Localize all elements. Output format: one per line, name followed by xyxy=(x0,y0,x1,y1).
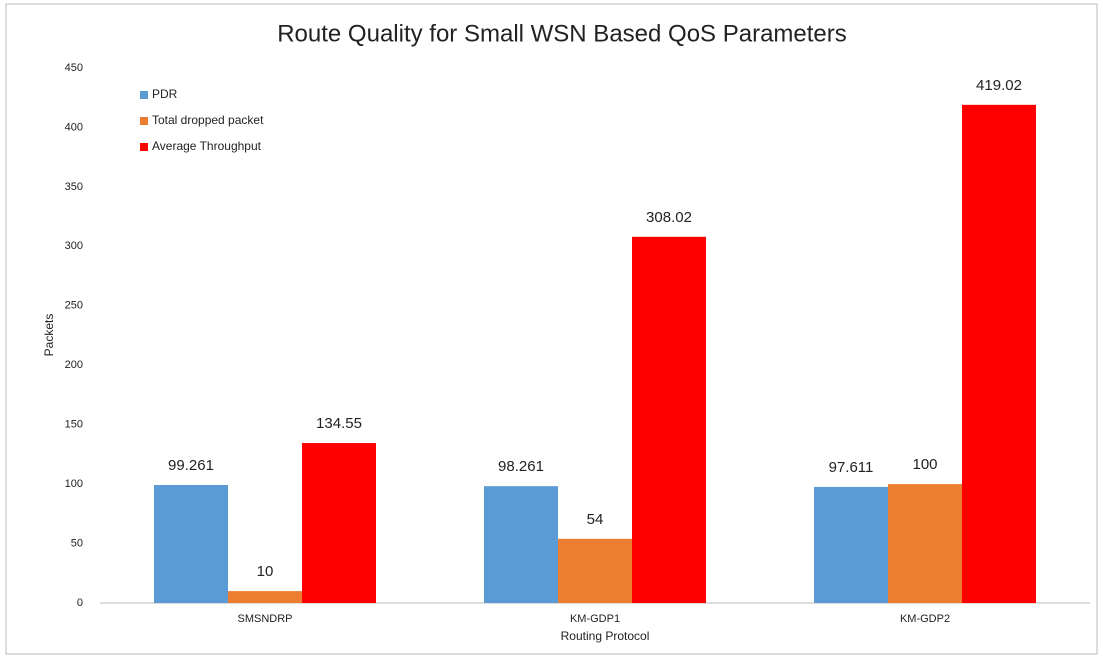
legend-swatch xyxy=(140,91,148,99)
x-tick-label: KM-GDP1 xyxy=(570,613,620,625)
legend-swatch xyxy=(140,117,148,125)
data-label: 10 xyxy=(257,563,274,580)
y-axis-label: Packets xyxy=(42,314,56,357)
chart-border xyxy=(5,3,1098,655)
data-label: 98.261 xyxy=(498,458,544,475)
data-label: 97.611 xyxy=(829,459,874,476)
bar xyxy=(228,591,302,603)
data-label: 419.02 xyxy=(976,77,1022,94)
x-tick-label: KM-GDP2 xyxy=(900,613,950,625)
bar xyxy=(484,486,558,603)
y-tick-label: 350 xyxy=(65,181,83,193)
y-tick-label: 150 xyxy=(65,419,83,431)
bar xyxy=(962,104,1036,603)
bar xyxy=(814,486,888,603)
bar xyxy=(888,484,962,603)
data-label: 100 xyxy=(912,456,937,473)
legend-swatch xyxy=(140,143,148,151)
y-tick-label: 200 xyxy=(65,359,83,371)
legend-label: Total dropped packet xyxy=(152,113,264,127)
data-label: 308.02 xyxy=(646,209,692,226)
bar xyxy=(558,538,632,603)
y-tick-label: 50 xyxy=(71,537,83,549)
y-tick-label: 300 xyxy=(65,240,83,252)
data-label: 54 xyxy=(587,511,604,528)
data-label: 134.55 xyxy=(316,415,362,432)
legend-label: Average Throughput xyxy=(152,139,262,153)
legend-label: PDR xyxy=(152,87,178,101)
y-tick-label: 450 xyxy=(65,62,83,74)
bar xyxy=(302,443,376,603)
y-tick-label: 400 xyxy=(65,121,83,133)
chart-title: Route Quality for Small WSN Based QoS Pa… xyxy=(277,20,847,47)
bar xyxy=(154,484,228,603)
y-tick-label: 100 xyxy=(65,478,83,490)
y-tick-label: 250 xyxy=(65,300,83,312)
x-axis-label: Routing Protocol xyxy=(561,629,650,643)
y-tick-label: 0 xyxy=(77,597,83,609)
bar xyxy=(632,236,706,603)
x-tick-label: SMSNDRP xyxy=(237,613,292,625)
data-label: 99.261 xyxy=(168,457,214,474)
